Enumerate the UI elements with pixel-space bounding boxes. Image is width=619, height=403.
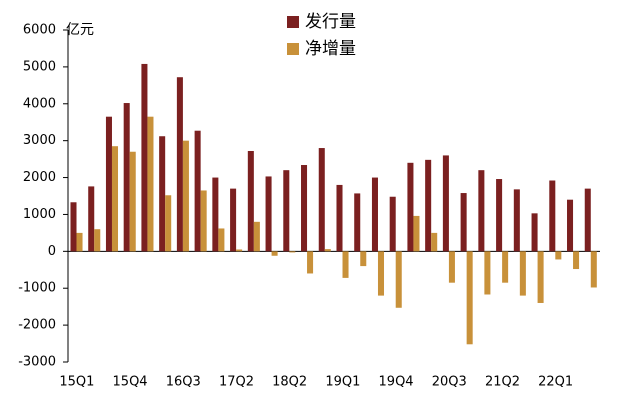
bar: [194, 130, 201, 252]
x-tick-label: 16Q3: [166, 375, 201, 390]
bar: [129, 151, 136, 252]
bar: [88, 186, 95, 252]
y-unit: 亿元: [66, 22, 94, 38]
bar: [590, 251, 597, 288]
bar: [484, 251, 491, 295]
x-tick-label: 15Q1: [59, 375, 94, 390]
bar: [377, 251, 385, 296]
bar: [584, 188, 591, 252]
y-tick-label: 2000: [23, 170, 56, 185]
bar: [253, 221, 260, 252]
bar: [182, 140, 189, 252]
legend-label: 发行量: [305, 12, 356, 32]
y-tick-label: 1000: [23, 207, 56, 222]
bar: [105, 116, 112, 252]
bar: [212, 177, 219, 252]
bar: [425, 159, 432, 252]
bar: [70, 202, 77, 252]
bar: [496, 179, 503, 252]
bar: [354, 193, 361, 252]
bar: [407, 162, 414, 252]
bar: [324, 249, 331, 252]
bar: [218, 228, 225, 252]
y-tick-label: 0: [48, 244, 56, 259]
y-tick-label: 5000: [23, 59, 56, 74]
bar: [176, 77, 183, 252]
bar: [123, 103, 130, 252]
bar: [230, 188, 237, 252]
bar: [431, 232, 438, 252]
bar: [502, 251, 509, 283]
x-tick-label: 18Q2: [272, 375, 307, 390]
legend-swatch: [287, 16, 299, 28]
y-tick-label: 4000: [23, 96, 56, 111]
bar: [342, 251, 349, 278]
bar: [200, 190, 207, 252]
bar: [289, 251, 296, 253]
bar: [371, 177, 378, 252]
bar: [265, 176, 272, 252]
bar: [519, 251, 526, 296]
bar: [307, 251, 314, 274]
x-tick-label: 20Q3: [432, 375, 467, 390]
bar: [141, 63, 148, 252]
bar: [478, 170, 485, 252]
y-tick-label: -3000: [18, 355, 56, 370]
bar: [318, 148, 325, 252]
x-tick-label: 22Q1: [538, 375, 573, 390]
legend-swatch: [287, 43, 299, 55]
bar: [111, 146, 119, 252]
bar: [466, 251, 473, 345]
y-tick-label: 3000: [23, 133, 56, 148]
bar: [413, 215, 420, 252]
bar: [395, 251, 402, 308]
bar: [360, 251, 367, 267]
legend-label: 净增量: [305, 39, 356, 59]
bar: [531, 213, 538, 252]
y-tick-label: 6000: [23, 23, 56, 38]
x-tick-label: 19Q1: [325, 375, 360, 390]
bar: [448, 251, 455, 283]
x-tick-label: 21Q2: [485, 375, 520, 390]
bar: [271, 251, 278, 256]
bar: [236, 249, 243, 252]
x-tick-label: 17Q2: [219, 375, 254, 390]
bar: [460, 193, 467, 252]
bar: [336, 184, 343, 252]
bar: [165, 195, 172, 252]
bar: [555, 251, 562, 260]
bar: [442, 155, 449, 252]
bar: [389, 196, 396, 252]
bar: [159, 136, 166, 252]
bar: [301, 165, 308, 252]
x-tick-label: 15Q4: [113, 375, 148, 390]
bar: [247, 150, 254, 252]
bar: [147, 116, 154, 252]
bar: [549, 180, 556, 252]
bar: [573, 251, 580, 270]
bar: [537, 251, 544, 303]
y-tick-label: -1000: [18, 281, 56, 296]
bar: [567, 199, 574, 252]
bar: [513, 189, 520, 252]
bar: [283, 170, 290, 252]
bar: [94, 229, 101, 252]
x-tick-label: 19Q4: [379, 375, 414, 390]
y-tick-label: -2000: [18, 318, 56, 333]
bar: [76, 232, 83, 252]
